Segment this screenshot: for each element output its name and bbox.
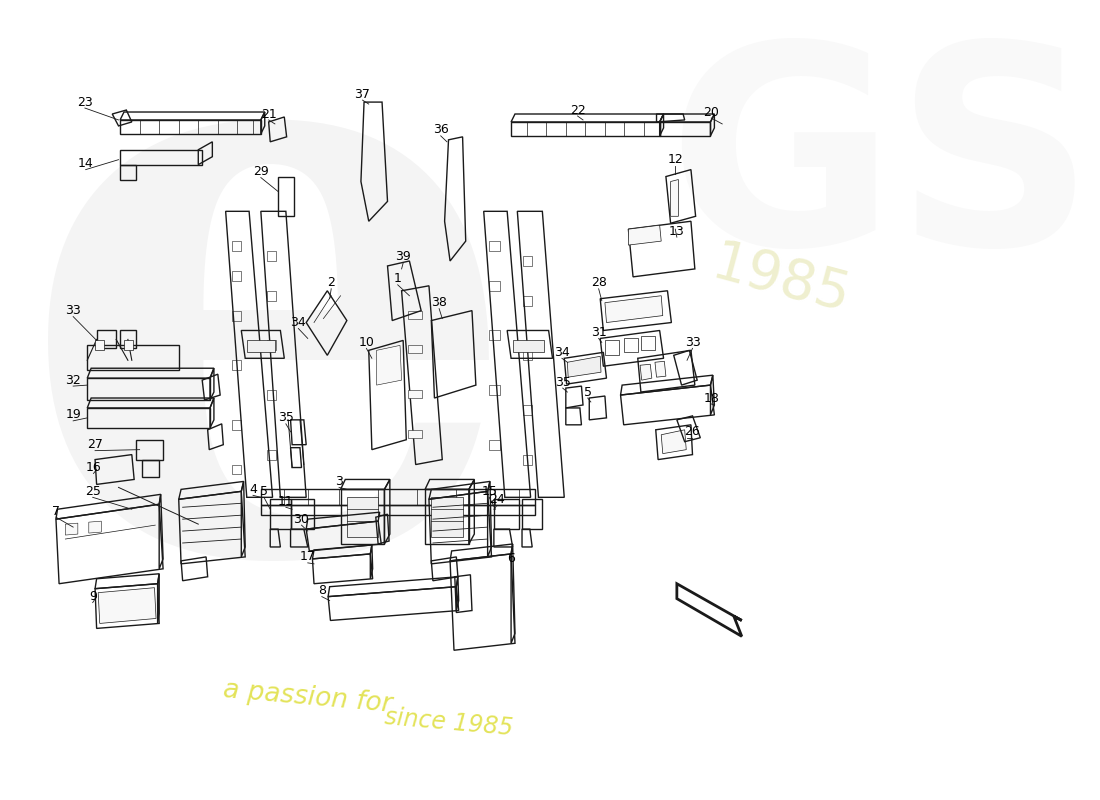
Text: GS: GS xyxy=(668,33,1096,302)
Polygon shape xyxy=(408,346,422,354)
Polygon shape xyxy=(98,588,156,623)
Polygon shape xyxy=(124,341,133,350)
Text: since 1985: since 1985 xyxy=(383,705,514,740)
Polygon shape xyxy=(628,226,661,245)
Text: 30: 30 xyxy=(294,513,309,526)
Text: 17: 17 xyxy=(300,550,316,563)
Polygon shape xyxy=(431,498,463,537)
Text: 19: 19 xyxy=(65,408,81,422)
Text: 8: 8 xyxy=(318,584,326,597)
Text: 39: 39 xyxy=(395,250,411,263)
Text: 34: 34 xyxy=(554,346,570,359)
Text: 4: 4 xyxy=(249,483,257,496)
Text: 24: 24 xyxy=(490,493,505,506)
Text: 35: 35 xyxy=(278,411,294,424)
Text: 37: 37 xyxy=(354,88,371,101)
Text: 28: 28 xyxy=(591,276,606,290)
Text: 9: 9 xyxy=(89,590,97,603)
Polygon shape xyxy=(346,498,378,537)
Text: 26: 26 xyxy=(684,426,701,438)
Text: a passion for: a passion for xyxy=(222,678,394,718)
Text: 27: 27 xyxy=(87,438,103,451)
Text: 20: 20 xyxy=(703,106,719,118)
Text: 25: 25 xyxy=(85,485,100,498)
Text: 5: 5 xyxy=(584,386,592,398)
Polygon shape xyxy=(568,356,601,377)
Text: e: e xyxy=(14,0,527,718)
Text: 34: 34 xyxy=(290,316,306,329)
Text: 6: 6 xyxy=(507,552,515,566)
Text: 16: 16 xyxy=(86,461,101,474)
Text: 10: 10 xyxy=(359,336,374,349)
Polygon shape xyxy=(376,346,402,385)
Text: 5: 5 xyxy=(260,485,268,498)
Polygon shape xyxy=(65,523,78,535)
Text: 21: 21 xyxy=(261,107,276,121)
Polygon shape xyxy=(661,430,686,454)
Text: 36: 36 xyxy=(432,123,449,136)
Polygon shape xyxy=(605,296,663,322)
Text: 2: 2 xyxy=(328,276,336,290)
Polygon shape xyxy=(671,179,679,216)
Polygon shape xyxy=(408,430,422,438)
Text: 31: 31 xyxy=(591,326,606,339)
Text: 7: 7 xyxy=(52,505,60,518)
Polygon shape xyxy=(408,390,422,398)
Polygon shape xyxy=(513,341,543,352)
Polygon shape xyxy=(95,341,104,350)
Text: 33: 33 xyxy=(65,304,81,317)
Text: 29: 29 xyxy=(253,165,268,178)
Polygon shape xyxy=(654,362,666,377)
Polygon shape xyxy=(89,521,101,533)
Text: 35: 35 xyxy=(554,376,571,389)
Text: 33: 33 xyxy=(684,336,701,349)
Polygon shape xyxy=(246,341,275,352)
Text: 15: 15 xyxy=(481,485,497,498)
Text: 12: 12 xyxy=(668,153,683,166)
Text: 32: 32 xyxy=(65,374,81,386)
Text: 23: 23 xyxy=(77,95,92,109)
Text: 22: 22 xyxy=(570,103,585,117)
Text: 1985: 1985 xyxy=(706,237,857,325)
Text: 3: 3 xyxy=(336,475,343,488)
Text: 14: 14 xyxy=(78,157,94,170)
Polygon shape xyxy=(640,364,652,380)
Text: 1: 1 xyxy=(394,272,402,286)
Polygon shape xyxy=(408,310,422,318)
Text: 13: 13 xyxy=(669,225,684,238)
Text: 38: 38 xyxy=(431,296,447,309)
Text: 18: 18 xyxy=(703,391,719,405)
Text: 11: 11 xyxy=(278,494,294,508)
